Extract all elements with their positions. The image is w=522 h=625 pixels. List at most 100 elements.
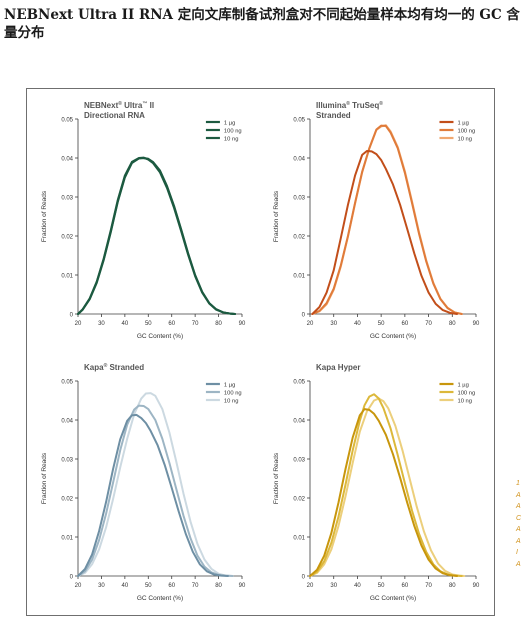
x-tick-label: 50 bbox=[145, 321, 152, 327]
x-tick-label: 60 bbox=[402, 583, 409, 589]
chart-panel-3: 0 0.01 0.02 0.03 0.04 0.05 20 30 40 50 60 70 80 90 GC … bbox=[41, 362, 246, 602]
legend-label: 1 µg bbox=[457, 382, 468, 388]
x-tick-label: 20 bbox=[307, 321, 314, 327]
chart-title-mark: ® bbox=[104, 362, 108, 369]
chart-panel-2: 0 0.01 0.02 0.03 0.04 0.05 20 30 40 50 60 70 80 90 GC … bbox=[273, 100, 480, 340]
chart-title-text: TruSeq bbox=[350, 101, 379, 110]
series-line-1 bbox=[311, 149, 459, 315]
x-axis-label: GC Content (%) bbox=[370, 595, 416, 602]
x-tick-label: 30 bbox=[330, 583, 337, 589]
chart-title-mark: ® bbox=[118, 100, 122, 107]
x-tick-label: 70 bbox=[192, 321, 199, 327]
series-line-2 bbox=[309, 393, 463, 577]
chart-title-text: Illumina bbox=[316, 101, 347, 110]
series-line-2 bbox=[77, 157, 236, 315]
y-tick-label: 0.01 bbox=[61, 536, 73, 542]
y-tick-label: 0.03 bbox=[61, 196, 73, 202]
y-tick-label: 0.04 bbox=[61, 157, 73, 163]
chart-panel-1: 0 0.01 0.02 0.03 0.04 0.05 20 30 40 50 60 70 80 90 GC … bbox=[41, 100, 246, 340]
x-tick-label: 60 bbox=[168, 321, 175, 327]
y-tick-label: 0.01 bbox=[293, 536, 305, 542]
page-title: NEBNext Ultra II RNA 定向文库制备试剂盒对不同起始量样本均有… bbox=[4, 7, 520, 41]
legend-label: 100 ng bbox=[457, 390, 475, 396]
x-tick-label: 50 bbox=[378, 583, 385, 589]
chart-title-mark: ™ bbox=[142, 101, 147, 107]
y-axis-label: Fraction of Reads bbox=[273, 190, 280, 242]
x-tick-label: 70 bbox=[425, 321, 432, 327]
y-tick-label: 0 bbox=[302, 575, 306, 581]
legend-label: 1 µg bbox=[224, 120, 235, 126]
x-tick-label: 50 bbox=[378, 321, 385, 327]
series-line-2 bbox=[311, 124, 463, 315]
x-tick-label: 50 bbox=[145, 583, 152, 589]
edge-mark: I bbox=[516, 549, 518, 556]
legend-label: 100 ng bbox=[457, 128, 475, 134]
x-tick-label: 40 bbox=[354, 583, 361, 589]
legend-label: 10 ng bbox=[224, 136, 239, 142]
chart-title-text: Directional RNA bbox=[84, 111, 145, 120]
x-axis-label: GC Content (%) bbox=[137, 595, 183, 602]
y-tick-label: 0.04 bbox=[293, 419, 305, 425]
edge-mark: A bbox=[516, 503, 521, 510]
series-line-3 bbox=[309, 397, 466, 577]
chart-title-text: Stranded bbox=[107, 363, 144, 372]
y-tick-label: 0.03 bbox=[293, 196, 305, 202]
chart-title-mark: ® bbox=[379, 100, 383, 107]
chart-title-text: NEBNext bbox=[84, 101, 119, 110]
chart-title-text: Ultra bbox=[122, 101, 143, 110]
x-tick-label: 30 bbox=[98, 321, 105, 327]
y-tick-label: 0 bbox=[302, 313, 306, 319]
x-axis-label: GC Content (%) bbox=[370, 333, 416, 340]
series-line-1 bbox=[77, 156, 236, 315]
y-tick-label: 0.03 bbox=[61, 458, 73, 464]
chart-title-line: Illumina® TruSeq® bbox=[316, 100, 383, 110]
y-tick-label: 0.05 bbox=[61, 118, 73, 124]
chart-title-mark: ® bbox=[346, 100, 350, 107]
x-axis-label: GC Content (%) bbox=[137, 333, 183, 340]
x-tick-label: 80 bbox=[449, 321, 456, 327]
series-line-1 bbox=[77, 413, 229, 577]
chart-title-text: II bbox=[147, 101, 154, 110]
legend-label: 100 ng bbox=[224, 128, 242, 134]
x-tick-label: 60 bbox=[402, 321, 409, 327]
x-tick-label: 70 bbox=[192, 583, 199, 589]
y-tick-label: 0 bbox=[70, 575, 74, 581]
y-tick-label: 0.03 bbox=[293, 458, 305, 464]
chart-title-line: Directional RNA bbox=[84, 111, 145, 120]
y-tick-label: 0.02 bbox=[61, 235, 73, 241]
x-tick-label: 20 bbox=[75, 321, 82, 327]
x-tick-label: 80 bbox=[449, 583, 456, 589]
x-tick-label: 20 bbox=[307, 583, 314, 589]
edge-mark: A bbox=[516, 491, 521, 499]
chart-title-line: Kapa® Stranded bbox=[84, 362, 144, 372]
legend-label: 10 ng bbox=[224, 398, 239, 404]
chart-title-line: NEBNext® Ultra™ II bbox=[84, 100, 154, 110]
x-tick-label: 40 bbox=[122, 583, 129, 589]
series-line-2 bbox=[77, 404, 234, 577]
x-tick-label: 90 bbox=[473, 321, 480, 327]
edge-mark: A bbox=[516, 526, 521, 533]
edge-mark: 1 bbox=[516, 480, 520, 487]
y-axis-label: Fraction of Reads bbox=[41, 190, 48, 242]
x-tick-label: 30 bbox=[330, 321, 337, 327]
x-tick-label: 40 bbox=[122, 321, 129, 327]
series-line-3 bbox=[77, 157, 236, 315]
y-tick-label: 0.05 bbox=[61, 380, 73, 386]
y-tick-label: 0.01 bbox=[61, 274, 73, 280]
x-tick-label: 80 bbox=[215, 583, 222, 589]
y-tick-label: 0 bbox=[70, 313, 74, 319]
y-tick-label: 0.04 bbox=[293, 157, 305, 163]
y-axis-label: Fraction of Reads bbox=[273, 452, 280, 504]
edge-mark: A bbox=[516, 560, 521, 568]
legend-label: 10 ng bbox=[457, 398, 472, 404]
edge-mark: C bbox=[516, 514, 522, 522]
legend-label: 100 ng bbox=[224, 390, 242, 396]
y-tick-label: 0.02 bbox=[61, 497, 73, 503]
x-tick-label: 90 bbox=[473, 583, 480, 589]
x-tick-label: 60 bbox=[168, 583, 175, 589]
legend-label: 1 µg bbox=[224, 382, 235, 388]
y-axis-label: Fraction of Reads bbox=[41, 452, 48, 504]
legend-label: 10 ng bbox=[457, 136, 472, 142]
chart-title-text: Stranded bbox=[316, 111, 351, 120]
